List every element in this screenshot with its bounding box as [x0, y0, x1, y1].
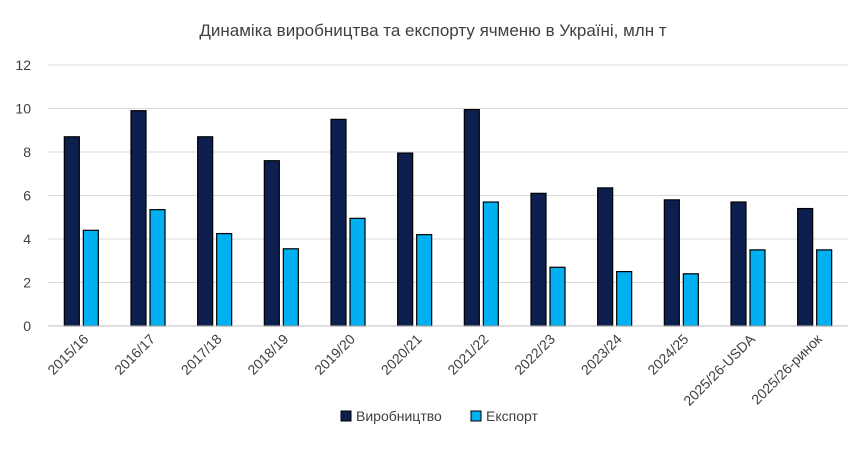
- bar-production: [63, 136, 80, 327]
- x-tick-label: 2020/21: [378, 331, 425, 378]
- y-axis-ticks: 0 2 4 6 8 10 12: [15, 57, 31, 334]
- bar-export: [482, 201, 499, 327]
- x-tick-label: 2017/18: [178, 331, 225, 378]
- bar-export: [216, 232, 233, 327]
- bar-production: [197, 136, 214, 327]
- bar-production: [263, 160, 280, 327]
- y-tick-label: 4: [23, 231, 31, 247]
- bar-export: [816, 249, 833, 327]
- x-tick-label: 2025/26-ринок: [748, 330, 825, 407]
- bar-production: [730, 201, 747, 327]
- y-tick-label: 8: [23, 144, 31, 160]
- y-tick-label: 12: [15, 57, 31, 73]
- bar-production: [797, 207, 814, 327]
- bar-export: [149, 209, 166, 327]
- bar-export: [749, 249, 766, 327]
- gridlines: [48, 64, 848, 283]
- bar-production: [597, 187, 614, 327]
- y-tick-label: 2: [23, 275, 31, 291]
- x-tick-label: 2016/17: [111, 331, 158, 378]
- bar-export: [682, 273, 699, 327]
- bar-export: [82, 229, 99, 327]
- x-tick-label: 2023/24: [578, 331, 625, 378]
- bar-production: [463, 108, 480, 327]
- bar-export: [416, 234, 433, 327]
- legend-swatch: [340, 410, 352, 422]
- legend: Виробництво Експорт: [340, 408, 538, 424]
- bar-production: [663, 199, 680, 327]
- x-tick-label: 2025/26-USDA: [680, 330, 758, 408]
- x-tick-label: 2022/23: [511, 331, 558, 378]
- x-tick-label: 2015/16: [44, 331, 91, 378]
- bar-export: [349, 217, 366, 327]
- bar-export: [549, 266, 566, 327]
- legend-label: Експорт: [486, 408, 538, 424]
- x-axis-ticks: 2015/16 2016/17 2017/18 2018/19 2019/20 2020/…: [44, 330, 825, 409]
- legend-swatch: [470, 410, 482, 422]
- y-tick-label: 10: [15, 101, 31, 117]
- bar-production: [130, 110, 147, 327]
- bar-production: [330, 118, 347, 327]
- bar-production: [530, 192, 547, 327]
- bar-production: [397, 152, 414, 327]
- bar-export: [616, 271, 633, 327]
- legend-label: Виробництво: [356, 408, 442, 424]
- bars: [63, 108, 833, 327]
- y-tick-label: 6: [23, 188, 31, 204]
- y-tick-label: 0: [23, 318, 31, 334]
- x-tick-label: 2024/25: [644, 331, 691, 378]
- bar-export: [282, 248, 299, 327]
- x-tick-label: 2021/22: [444, 331, 491, 378]
- x-tick-label: 2019/20: [311, 331, 358, 378]
- x-tick-label: 2018/19: [244, 331, 291, 378]
- chart-title: Динаміка виробництва та експорту ячменю …: [199, 21, 666, 40]
